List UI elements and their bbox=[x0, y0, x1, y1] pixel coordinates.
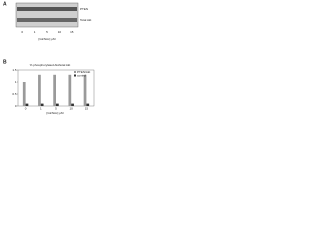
panel-label: A bbox=[3, 1, 7, 7]
x-label: [GlcNAc] μM bbox=[47, 111, 64, 115]
bar bbox=[83, 74, 87, 106]
lane-label: 1 bbox=[34, 30, 36, 34]
y-tick-label: 0.5 bbox=[12, 92, 17, 96]
blot-band bbox=[17, 18, 77, 22]
bar bbox=[38, 74, 41, 106]
row-label: PTEN bbox=[80, 7, 88, 11]
y-tick-label: 1 bbox=[15, 80, 17, 84]
chart-title: % phosphorylated Akt/total Akt bbox=[30, 63, 71, 67]
x-tick-label: 1 bbox=[40, 106, 42, 110]
x-tick-label: 10 bbox=[70, 106, 74, 110]
y-tick-label: 0 bbox=[15, 104, 17, 108]
x-tick-label: 15 bbox=[85, 106, 89, 110]
legend-label: control bbox=[77, 73, 86, 77]
x-label: [GlcNAc] μM bbox=[39, 37, 56, 41]
x-tick-label: 0 bbox=[25, 106, 27, 110]
bar bbox=[71, 103, 74, 106]
row-label: Total Akt bbox=[80, 18, 92, 22]
lane-label: 0 bbox=[21, 30, 23, 34]
legend-swatch bbox=[74, 74, 76, 77]
panel-label: B bbox=[3, 59, 7, 65]
x-tick-label: 5 bbox=[55, 106, 57, 110]
lane-label: 10 bbox=[58, 30, 62, 34]
blot-band bbox=[17, 7, 77, 11]
legend-swatch bbox=[74, 71, 76, 73]
lane-label: 5 bbox=[46, 30, 48, 34]
bar bbox=[56, 103, 59, 106]
bar bbox=[40, 103, 44, 106]
bar bbox=[53, 74, 56, 106]
figure: A PTEN Total Akt [GlcNAc] μM B % phospho… bbox=[3, 1, 95, 115]
bar bbox=[25, 103, 29, 106]
bar bbox=[68, 74, 72, 106]
bar bbox=[22, 82, 26, 106]
bar bbox=[86, 103, 90, 106]
lane-label: 15 bbox=[70, 30, 74, 34]
legend-label: PTEN/Akt bbox=[77, 70, 90, 74]
y-tick-label: 1.5 bbox=[12, 68, 17, 72]
blot-image bbox=[15, 2, 79, 28]
